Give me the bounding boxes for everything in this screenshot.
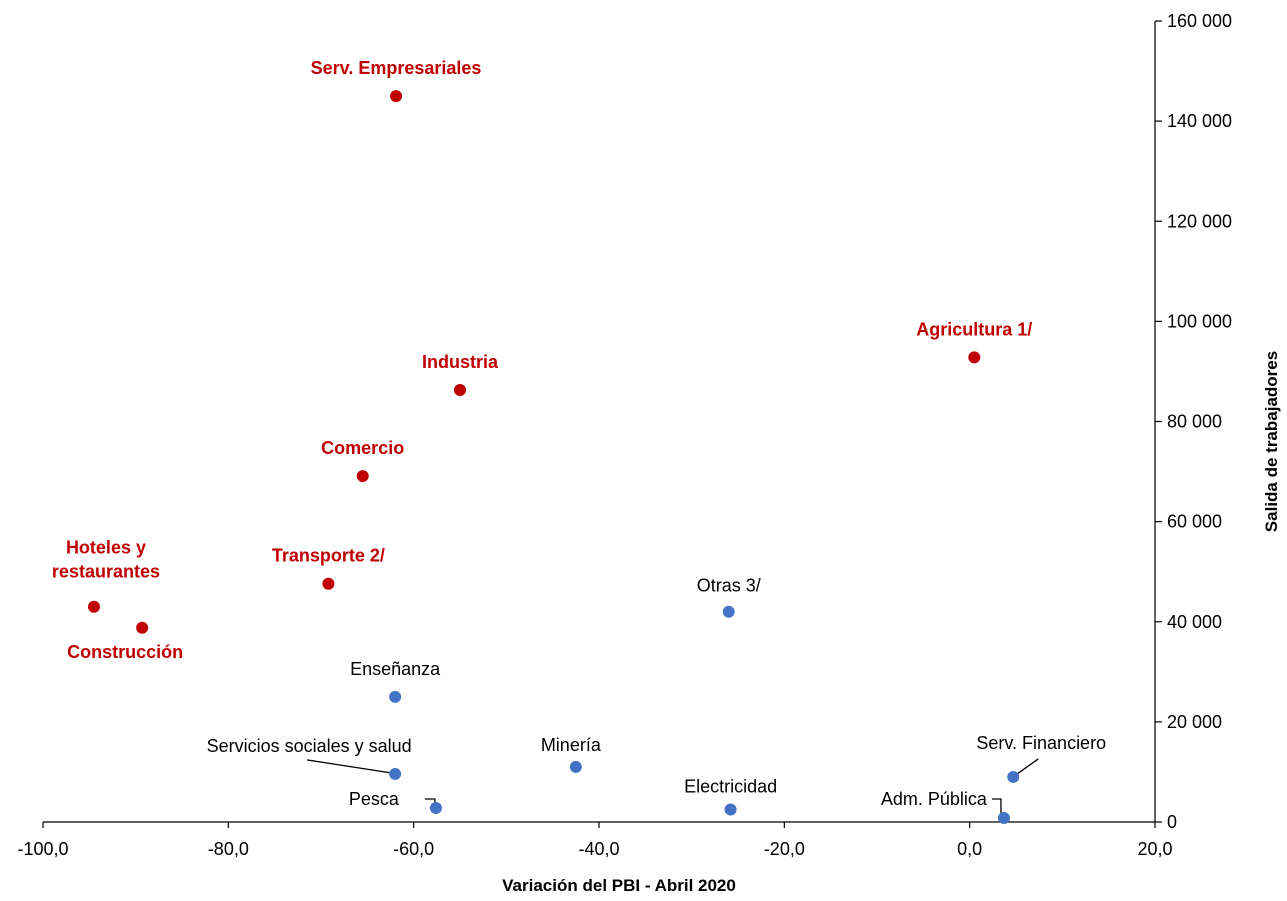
leader-serv-financiero: [1016, 758, 1039, 775]
y-tick-label: 160 000: [1167, 11, 1232, 31]
point-labels: Serv. Empresariales Industria Agricultura …: [52, 58, 1106, 809]
label-pesca: Pesca: [349, 789, 400, 809]
point-agricultura: [968, 351, 981, 364]
y-tick-label: 60 000: [1167, 512, 1222, 532]
point-serv-empresariales: [390, 90, 403, 103]
label-comercio: Comercio: [321, 438, 404, 458]
label-agricultura: Agricultura 1/: [916, 319, 1032, 339]
y-tick-label: 100 000: [1167, 311, 1232, 331]
point-industria: [454, 383, 466, 396]
x-tick-label: -100,0: [17, 839, 68, 859]
point-ensenanza: [389, 690, 402, 703]
point-servicios-sociales: [389, 767, 402, 780]
y-tick-label: 140 000: [1167, 111, 1232, 131]
x-tick-label: -40,0: [578, 839, 619, 859]
y-axis-title: Salida de trabajadores: [1262, 351, 1281, 532]
leader-adm-publica: [991, 798, 1002, 813]
label-otras: Otras 3/: [697, 576, 761, 596]
x-tick-label: 20,0: [1137, 839, 1172, 859]
x-tick-label: 0,0: [957, 839, 982, 859]
axes: -100,0 -80,0 -60,0 -40,0 -20,0 0,0 20,0 0 20 000…: [17, 11, 1232, 859]
label-serv-empresariales: Serv. Empresariales: [311, 58, 482, 78]
point-comercio: [356, 470, 369, 483]
x-axis-title: Variación del PBI - Abril 2020: [502, 876, 736, 895]
leader-servicios-sociales: [307, 759, 392, 774]
point-hoteles: [87, 600, 100, 613]
label-servicios-sociales: Servicios sociales y salud: [207, 736, 412, 756]
point-pesca: [429, 801, 442, 814]
x-tick-label: -20,0: [764, 839, 805, 859]
point-otras: [722, 605, 735, 618]
label-mineria: Minería: [541, 735, 602, 755]
point-serv-financiero: [1007, 770, 1020, 783]
label-electricidad: Electricidad: [684, 776, 777, 796]
label-serv-financiero: Serv. Financiero: [976, 733, 1106, 753]
label-construccion: Construcción: [67, 642, 183, 662]
y-tick-label: 40 000: [1167, 612, 1222, 632]
leader-lines: [307, 758, 1039, 813]
x-tick-label: -80,0: [208, 839, 249, 859]
label-adm-publica: Adm. Pública: [881, 789, 988, 809]
y-tick-label: 120 000: [1167, 211, 1232, 231]
point-transporte: [322, 577, 335, 590]
y-tick-label: 80 000: [1167, 412, 1222, 432]
data-points: [87, 90, 1020, 824]
label-hoteles: Hoteles y restaurantes: [52, 538, 160, 582]
x-tick-label: -60,0: [393, 839, 434, 859]
point-mineria: [569, 760, 582, 773]
y-tick-label: 0: [1167, 812, 1177, 832]
y-tick-label: 20 000: [1167, 712, 1222, 732]
label-industria: Industria: [422, 352, 499, 372]
point-construccion: [136, 621, 149, 634]
point-electricidad: [724, 803, 737, 816]
label-transporte: Transporte 2/: [272, 546, 385, 566]
label-ensenanza: Enseñanza: [350, 659, 441, 679]
point-adm-publica: [997, 811, 1010, 824]
